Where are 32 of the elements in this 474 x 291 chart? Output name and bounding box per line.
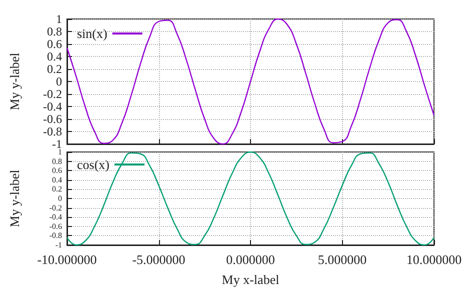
y-tick-label: 0.4 <box>52 175 62 184</box>
y-tick-label: 0.4 <box>47 50 62 64</box>
legend-label: sin(x) <box>76 26 108 41</box>
y-tick-label: -0.2 <box>49 203 62 212</box>
y-tick-label: 0.2 <box>47 62 62 76</box>
y-tick-label: -0.8 <box>43 124 62 138</box>
y-axis-title: My y-label <box>7 52 22 110</box>
y-tick-label: -0.2 <box>43 87 62 101</box>
y-tick-label: 0.8 <box>52 156 62 166</box>
y-tick-label: -0.4 <box>49 212 62 222</box>
x-tick-label: 5.000000 <box>318 252 367 267</box>
x-tick-label: 10.000000 <box>406 252 462 267</box>
line-series <box>66 151 435 246</box>
y-tick-label: 0 <box>56 74 62 88</box>
x-axis-title: My x-label <box>222 272 280 287</box>
y-tick-label: 0.6 <box>47 37 62 51</box>
y-tick-label: 0.8 <box>47 24 62 38</box>
y-tick-label: 0.2 <box>52 184 62 194</box>
y-tick-label: -0.8 <box>49 231 62 240</box>
y-tick-label: -1 <box>55 240 62 250</box>
x-tick-label: 0.000000 <box>226 252 275 267</box>
line-series <box>66 18 435 145</box>
y-tick-label: -0.4 <box>43 100 62 114</box>
y-tick-label: -0.6 <box>43 112 62 126</box>
y-tick-label: 0 <box>58 194 62 203</box>
y-tick-label: 1 <box>56 12 62 26</box>
y-axis-title: My y-label <box>7 169 22 228</box>
x-tick-label: -5.000000 <box>132 252 186 267</box>
x-tick-label: -10.000000 <box>37 252 97 267</box>
y-tick-label: 0.6 <box>52 166 62 176</box>
legend-label: cos(x) <box>76 157 110 172</box>
y-tick-label: -0.6 <box>49 222 62 231</box>
